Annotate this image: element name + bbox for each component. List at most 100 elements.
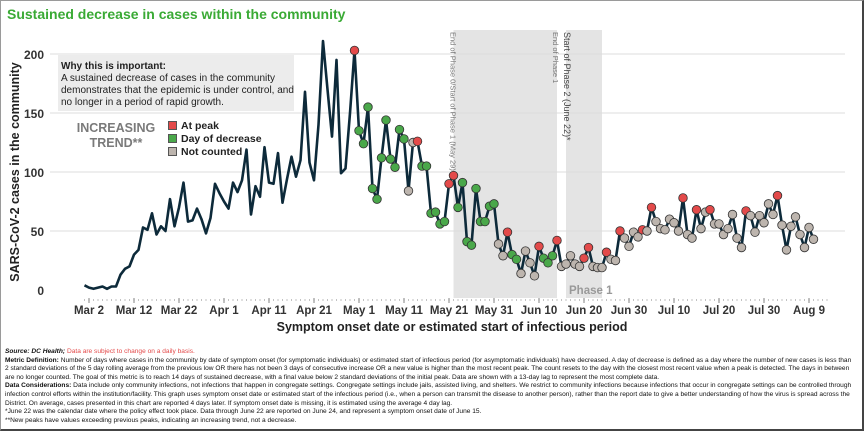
footnote-2: **New peaks have values exceeding previo… [5,416,297,424]
decrease-marker [471,183,481,194]
peak-marker [691,205,702,215]
phase-label: Phase 1 [569,285,613,297]
decrease-marker [457,177,468,188]
y-tick-label: 0 [37,284,44,298]
peak-marker [678,193,688,203]
y-tick-label: 100 [24,166,44,180]
considerations-text: Data include only community infections, … [5,382,852,407]
legend-item-decrease: Day of decrease [168,132,262,145]
not-counted-marker [565,251,576,261]
x-tick-label: May 21 [430,305,469,317]
chart-title: Sustained decrease in cases within the c… [7,6,346,22]
peak-marker [615,226,625,236]
not-counted-marker [687,233,697,243]
info-heading: Why this is important: [61,61,166,72]
not-counted-marker [781,245,792,255]
peak-marker [579,253,589,263]
legend-swatch [168,134,177,143]
not-counted-marker [763,199,774,209]
chart: 0 50 100 150 200 End of Phase 0/Start of Phas… [8,30,845,334]
decrease-marker [439,216,450,227]
x-tick-label: May 1 [343,305,376,317]
x-tick-label: Mar 22 [161,305,197,317]
decrease-marker [390,162,400,172]
not-counted-marker [633,232,643,242]
peak-marker [705,205,715,215]
legend-item-not-counted: Not counted [168,145,262,158]
not-counted-marker [750,227,760,237]
info-text: A sustained decrease of cases in the com… [61,73,294,108]
not-counted-marker [516,268,526,279]
not-counted-marker [777,220,787,230]
trend-label: INCREASING TREND** [76,121,156,150]
not-counted-marker [642,226,652,236]
not-counted-marker [619,233,630,243]
decrease-marker [381,115,391,125]
x-tick-label: Mar 12 [116,305,152,317]
not-counted-marker [790,212,801,222]
not-counted-marker [786,221,796,231]
not-counted-marker [696,223,706,234]
decrease-marker [489,199,499,209]
not-counted-marker [714,219,724,229]
peak-marker [552,235,562,246]
decrease-marker [358,138,369,149]
legend-swatch [168,147,177,156]
decrease-marker [354,125,364,136]
y-tick-label: 200 [24,48,44,62]
peak-marker [646,202,657,213]
not-counted-marker [610,255,621,266]
footnote-1: *June 22 was the calendar date where the… [5,408,482,416]
not-counted-marker [727,209,738,220]
phase-annotation: Start of Phase 2 (June 22)* [562,32,572,141]
decrease-marker [394,124,405,135]
not-counted-marker [520,246,531,256]
legend-label: At peak [181,119,219,132]
y-tick-label: 50 [31,225,45,239]
not-counted-marker [673,226,684,236]
decrease-marker [480,216,490,227]
phase-annotation: End of Phase 0/Start of Phase 1 (May 29)… [449,32,458,174]
not-counted-marker [736,242,747,253]
decrease-marker [367,183,378,194]
x-tick-label: May 31 [475,305,514,317]
x-tick-label: Jul 30 [748,305,781,317]
x-tick-label: Mar 2 [74,305,104,317]
not-counted-marker [669,218,679,228]
x-tick-label: Apr 1 [209,305,239,317]
x-tick-label: Jun 30 [611,305,647,317]
not-counted-marker [660,225,670,235]
decrease-marker [511,254,522,265]
x-tick-label: Jul 20 [703,305,736,317]
legend-label: Day of decrease [181,132,262,145]
peak-marker [412,136,423,147]
decrease-marker [543,258,553,268]
source-label: Source: DC Health; [5,348,66,355]
not-counted-marker [808,234,819,244]
peak-marker [448,170,459,181]
info-box: Why this is important: A sustained decre… [58,55,294,111]
x-tick-label: Jul 10 [658,305,691,317]
not-counted-marker [754,210,765,221]
peak-marker [772,190,783,201]
not-counted-marker [403,186,414,196]
not-counted-marker [493,239,504,249]
not-counted-marker [759,218,769,228]
y-axis-label: SARS-CoV-2 cases in the community [8,62,22,282]
legend: At peak Day of decrease Not counted [168,119,262,158]
x-tick-label: Apr 21 [296,305,332,317]
decrease-marker [421,161,432,171]
x-tick-label: Jun 10 [521,305,557,317]
y-tick-label: 150 [24,107,44,121]
peak-marker [502,227,513,237]
not-counted-marker [574,261,585,272]
peak-marker [601,247,612,257]
not-counted-marker [804,222,814,233]
not-counted-marker [624,241,634,252]
decrease-marker [453,202,463,213]
decrease-marker [385,154,396,164]
not-counted-marker [498,251,508,261]
source-note: Data are subject to change on a daily ba… [66,348,195,355]
not-counted-marker [768,209,778,220]
